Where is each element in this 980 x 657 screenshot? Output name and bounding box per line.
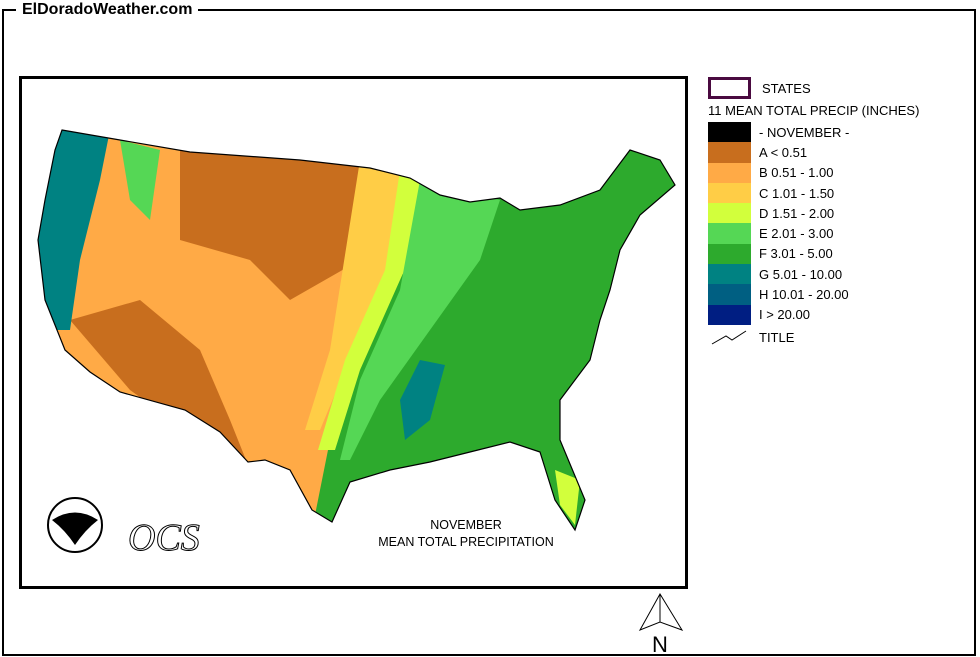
legend-item: A < 0.51 xyxy=(708,142,919,163)
region-a-plains xyxy=(180,150,360,300)
states-swatch xyxy=(708,77,751,99)
states-label: STATES xyxy=(762,80,811,96)
legend-swatch xyxy=(708,243,751,265)
legend-label: I > 20.00 xyxy=(759,307,810,323)
caption-title: MEAN TOTAL PRECIPITATION xyxy=(378,535,554,549)
map-caption: NOVEMBER MEAN TOTAL PRECIPITATION xyxy=(368,517,564,551)
legend-swatch xyxy=(708,142,751,163)
legend-label: H 10.01 - 20.00 xyxy=(759,287,849,303)
region-c xyxy=(305,160,420,430)
legend-item: F 3.01 - 5.00 xyxy=(708,243,919,265)
legend-label: C 1.01 - 1.50 xyxy=(759,185,835,201)
region-e xyxy=(340,180,500,460)
title-line-icon xyxy=(711,330,747,345)
svg-text:N: N xyxy=(652,632,668,657)
legend-label: D 1.51 - 2.00 xyxy=(759,205,835,221)
legend-title: 11 MEAN TOTAL PRECIP (INCHES) xyxy=(708,103,920,118)
legend-swatch xyxy=(708,162,751,183)
legend-item: E 2.01 - 3.00 xyxy=(708,223,919,244)
caption-month: NOVEMBER xyxy=(430,518,502,532)
ocs-logo: OCS xyxy=(128,517,200,559)
legend-swatch xyxy=(708,284,751,305)
site-title[interactable]: ElDoradoWeather.com xyxy=(16,0,199,20)
legend-swatch xyxy=(708,203,751,224)
title-line-label: TITLE xyxy=(759,330,795,346)
legend-item: I > 20.00 xyxy=(708,304,919,325)
legend-label: B 0.51 - 1.00 xyxy=(759,165,834,181)
us-outline xyxy=(37,129,676,532)
legend-label: A < 0.51 xyxy=(759,144,808,160)
legend-swatch xyxy=(708,264,751,285)
noaa-logo xyxy=(47,497,103,553)
region-e-rockies xyxy=(120,140,160,220)
legend-swatch xyxy=(708,304,751,325)
region-g-south xyxy=(400,360,445,440)
legend-item: G 5.01 - 10.00 xyxy=(708,264,919,285)
legend-label: F 3.01 - 5.00 xyxy=(759,246,833,262)
legend-item: H 10.01 - 20.00 xyxy=(708,284,919,305)
legend-label: - NOVEMBER - xyxy=(759,124,850,140)
legend-swatch xyxy=(708,182,751,204)
region-d-florida xyxy=(555,470,580,525)
legend-swatch xyxy=(708,223,751,244)
legend-item: - NOVEMBER - xyxy=(708,122,919,143)
legend-label: E 2.01 - 3.00 xyxy=(759,226,834,242)
legend-item: B 0.51 - 1.00 xyxy=(708,162,919,183)
north-arrow: N xyxy=(638,593,684,657)
page-border xyxy=(2,9,976,656)
legend-label: G 5.01 - 10.00 xyxy=(759,266,843,282)
legend: STATES 11 MEAN TOTAL PRECIP (INCHES) - N… xyxy=(708,76,919,351)
legend-swatch xyxy=(708,122,751,143)
legend-item: D 1.51 - 2.00 xyxy=(708,203,919,224)
legend-item: C 1.01 - 1.50 xyxy=(708,182,919,204)
